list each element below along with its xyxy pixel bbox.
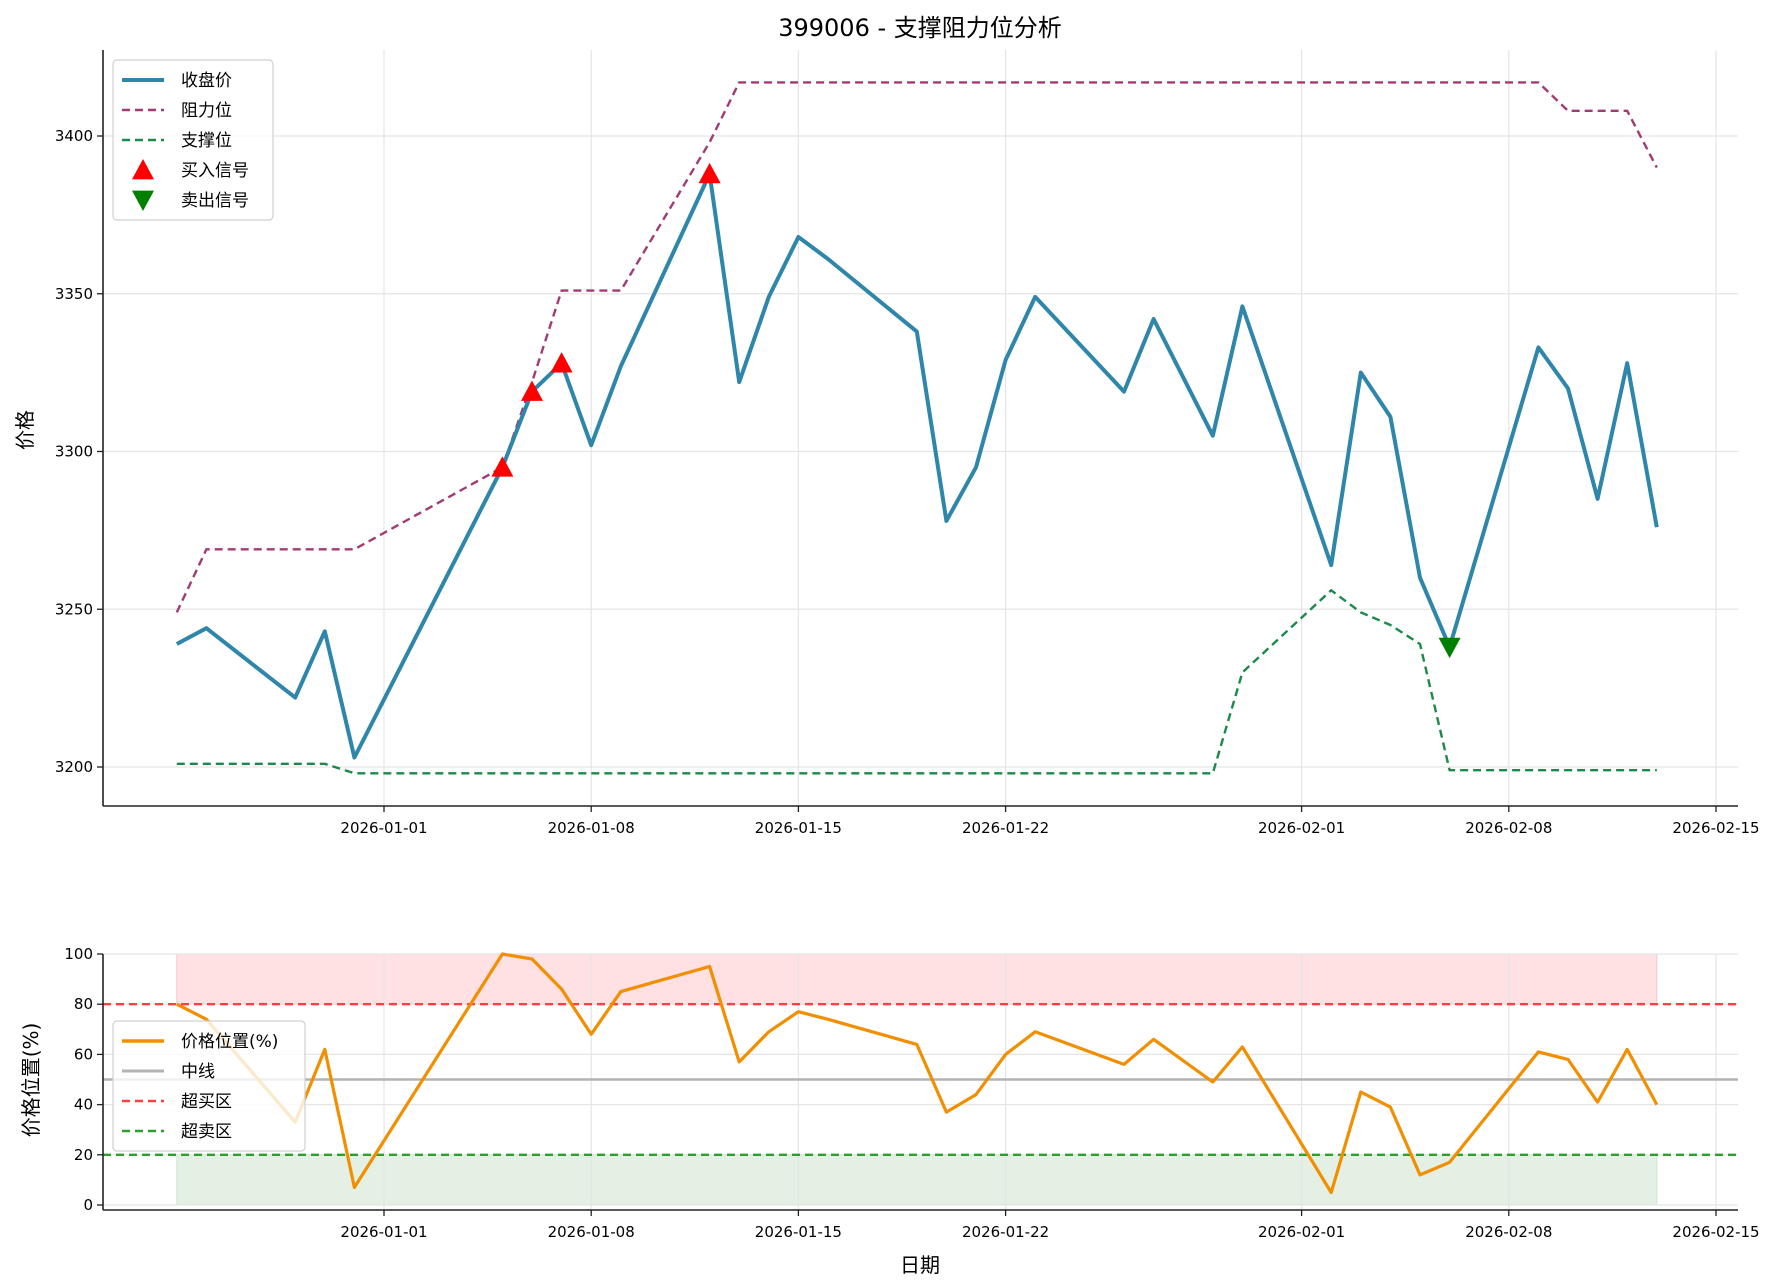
resistance-line [175, 81, 1658, 613]
legend-item: 超买区 [122, 1092, 232, 1112]
oversold-band [176, 1154, 1658, 1206]
legend-box [112, 1020, 306, 1152]
legend-item: 超卖区 [122, 1122, 232, 1142]
x-tick-label: 2026-02-08 [1465, 1223, 1552, 1241]
legend-item: 收盘价 [122, 71, 232, 91]
legend-label: 超买区 [181, 1092, 232, 1112]
legend-item: 支撑位 [122, 131, 232, 151]
price-position-line [176, 952, 1659, 1195]
legend-label: 中线 [181, 1062, 215, 1082]
legend-label: 阻力位 [181, 101, 232, 121]
legend-item: 阻力位 [122, 101, 232, 121]
x-tick-label: 2026-01-01 [340, 819, 427, 837]
legend-item: 价格位置(%) [122, 1032, 278, 1052]
x-axis-label: 日期 [900, 1253, 940, 1277]
buy-signal-marker [550, 352, 573, 373]
close-price-line [175, 171, 1659, 760]
y-tick-label: 3250 [55, 600, 93, 618]
legend-item: 卖出信号 [132, 190, 249, 211]
legend-label: 超卖区 [181, 1122, 232, 1142]
legend-label: 买入信号 [181, 161, 249, 181]
x-tick-label: 2026-01-22 [962, 819, 1049, 837]
legend-label: 收盘价 [181, 71, 232, 91]
legend-item: 中线 [122, 1062, 215, 1082]
x-tick-label: 2026-01-08 [548, 1223, 635, 1241]
x-tick-label: 2026-01-15 [755, 819, 842, 837]
x-tick-label: 2026-02-15 [1672, 819, 1759, 837]
legend-item: 买入信号 [132, 159, 249, 181]
triangle-down-icon [132, 190, 154, 211]
y-tick-label: 3400 [55, 127, 93, 145]
y-tick-label: 60 [74, 1045, 93, 1063]
buy-signal-marker [521, 380, 543, 401]
buy-signal-marker [698, 162, 721, 184]
support-line [176, 589, 1657, 775]
legend-label: 支撑位 [181, 131, 232, 151]
triangle-up-icon [132, 159, 154, 180]
y-tick-label: 20 [74, 1146, 93, 1164]
x-tick-label: 2026-02-01 [1258, 819, 1345, 837]
sell-signal-marker [1438, 637, 1461, 659]
y-tick-label: 3300 [55, 443, 93, 461]
legend-box [112, 59, 274, 221]
price-y-axis-label: 价格 [13, 410, 37, 450]
chart-title: 399006 - 支撑阻力位分析 [778, 14, 1062, 42]
y-tick-label: 40 [74, 1096, 93, 1114]
x-tick-label: 2026-01-01 [340, 1223, 427, 1241]
y-tick-label: 100 [64, 945, 93, 963]
x-tick-label: 2026-02-08 [1465, 819, 1552, 837]
y-tick-label: 3200 [55, 758, 93, 776]
y-tick-label: 80 [74, 995, 93, 1013]
x-tick-label: 2026-02-01 [1258, 1223, 1345, 1241]
x-tick-label: 2026-02-15 [1672, 1223, 1759, 1241]
price-axes: 3200 3250 3300 3350 3400 2026-01-01 2026-01-08… [55, 50, 1760, 837]
x-tick-label: 2026-01-15 [755, 1223, 842, 1241]
legend-label: 卖出信号 [181, 191, 249, 211]
x-tick-label: 2026-01-22 [962, 1223, 1049, 1241]
legend-label: 价格位置(%) [181, 1032, 278, 1052]
position-y-axis-label: 价格位置(%) [19, 1023, 43, 1138]
buy-signal-marker [491, 456, 514, 477]
y-tick-label: 0 [83, 1196, 93, 1214]
position-axes: 0 20 40 60 80 100 2026-01-01 2026-01-08 2026-01-… [64, 945, 1759, 1241]
y-tick-label: 3350 [55, 285, 93, 303]
overbought-band [176, 953, 1658, 1005]
x-tick-label: 2026-01-08 [548, 819, 635, 837]
